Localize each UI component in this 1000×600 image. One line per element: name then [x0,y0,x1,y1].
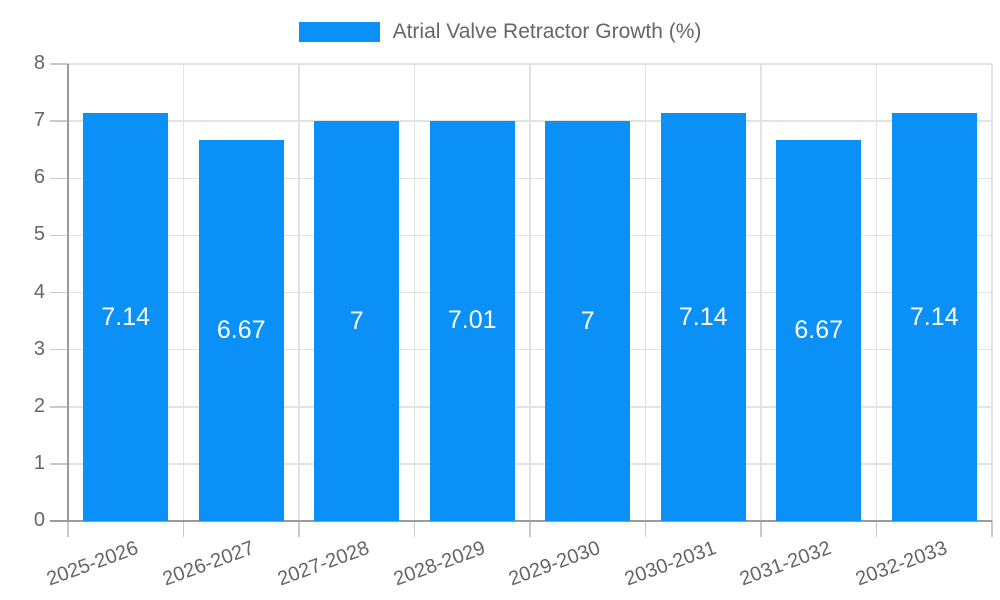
x-tick-label: 2031-2032 [736,537,835,591]
bar-value-label: 7.14 [101,302,151,331]
legend-swatch-icon [298,22,380,42]
bar-value-label: 7.01 [447,306,497,335]
gridline-vertical [760,64,762,521]
x-tick-label: 2026-2027 [159,537,257,591]
bar-value-label: 7 [580,306,595,335]
bar[interactable]: 7 [314,121,400,521]
legend-label: Atrial Valve Retractor Growth (%) [392,20,702,43]
x-axis-tick [529,521,531,537]
legend[interactable]: Atrial Valve Retractor Growth (%) [0,20,1000,44]
gridline-vertical [182,64,185,521]
y-tick-label: 2 [33,394,45,417]
x-axis-tick [991,521,993,537]
x-axis-tick [760,521,762,537]
x-axis-tick [875,521,878,537]
bar[interactable]: 7 [545,121,631,521]
gridline-vertical [991,64,993,521]
gridline-vertical [644,64,647,521]
x-axis-tick [413,521,416,537]
bar[interactable]: 6.67 [198,139,284,521]
x-axis-line [50,520,992,522]
x-axis-tick [298,521,300,537]
y-tick-label: 1 [33,451,45,474]
y-axis-tick [50,291,68,294]
x-axis-tick [644,521,647,537]
x-tick-label: 2029-2030 [505,537,604,591]
x-axis-tick [182,521,185,537]
y-axis-tick [50,63,68,65]
x-tick-label: 2028-2029 [390,537,488,591]
gridline-vertical [298,64,300,521]
bar-value-label: 6.67 [216,315,266,344]
x-tick-label: 2030-2031 [621,537,719,591]
bar-value-label: 7 [349,306,364,335]
y-axis-tick [50,406,68,408]
y-axis-line [67,64,69,521]
y-tick-label: 3 [33,337,45,360]
bar[interactable]: 7.01 [429,120,515,521]
bar[interactable]: 6.67 [776,139,862,521]
y-axis-tick [50,463,68,465]
y-tick-label: 4 [33,280,45,303]
bar-value-label: 7.14 [909,302,959,331]
bar-value-label: 7.14 [678,302,728,331]
gridline-vertical [875,64,878,521]
x-tick-label: 2025-2026 [43,537,142,591]
y-tick-label: 0 [33,509,45,531]
x-tick-label: 2027-2028 [274,537,373,591]
y-axis-tick [50,234,68,237]
bar-value-label: 6.67 [794,315,844,344]
bar[interactable]: 7.14 [83,113,169,521]
bar[interactable]: 7.14 [891,113,977,521]
gridline-vertical [529,64,531,521]
y-axis-tick [50,120,68,122]
y-tick-label: 5 [33,223,45,246]
y-axis-tick [50,177,68,179]
y-tick-label: 7 [33,109,45,132]
y-tick-label: 6 [33,166,45,189]
gridline-vertical [413,64,416,521]
x-axis-tick [67,521,69,537]
x-tick-label: 2032-2033 [852,537,950,591]
bar[interactable]: 7.14 [660,113,746,521]
y-tick-label: 8 [33,52,45,74]
y-axis-tick [50,348,68,351]
